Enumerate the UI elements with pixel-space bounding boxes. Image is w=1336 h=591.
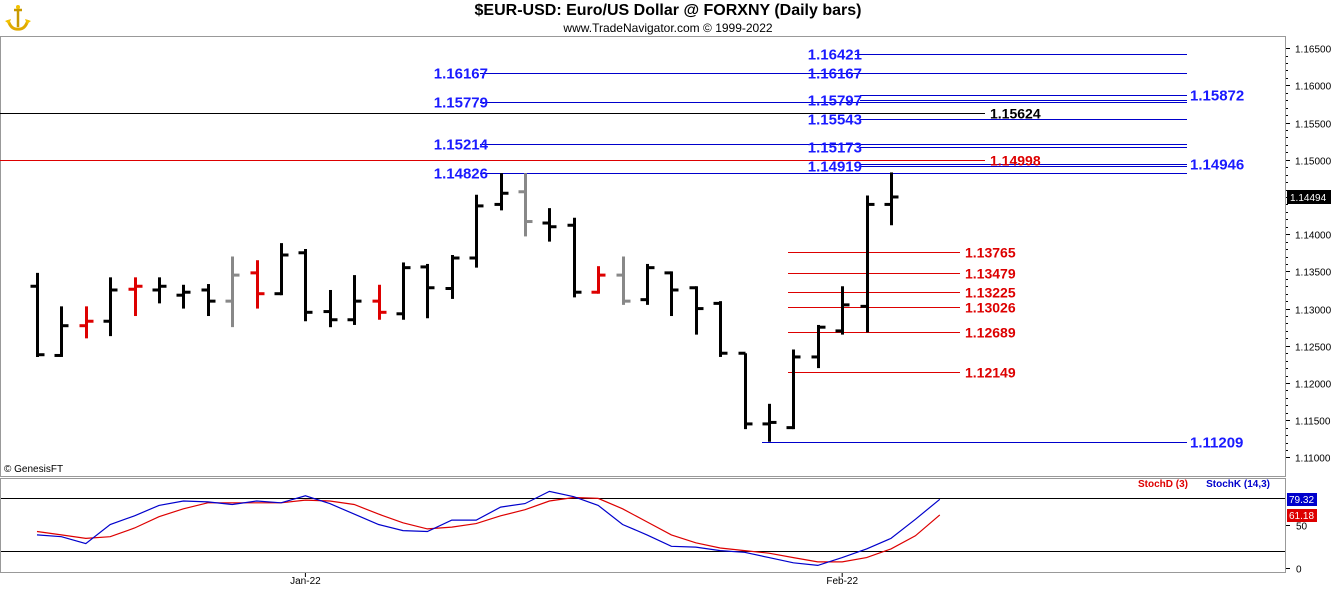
ohlc-bar bbox=[762, 403, 777, 442]
ohlc-bar bbox=[372, 284, 387, 320]
stochd-last-box bbox=[1287, 509, 1317, 522]
ohlc-bar bbox=[323, 289, 338, 328]
ohlc-bar bbox=[786, 349, 801, 430]
watermark: © GenesisFT bbox=[4, 464, 63, 475]
ohlc-bar bbox=[567, 217, 582, 298]
level-label-1.14919: 1.14919 bbox=[808, 159, 862, 176]
stochastic-panel: StochD (3) StochK (14,3) 50 0 79.32 61.18 bbox=[1, 479, 1317, 576]
level-label-1.11209: 1.11209 bbox=[1190, 435, 1243, 452]
chart-title: $EUR-USD: Euro/US Dollar @ FORXNY (Daily… bbox=[474, 2, 862, 19]
ohlc-bar bbox=[445, 255, 460, 299]
level-label-1.15872: 1.15872 bbox=[1190, 88, 1244, 105]
price-tick-label: 1.15000 bbox=[1295, 157, 1332, 168]
level-label-1.15624: 1.15624 bbox=[990, 106, 1041, 122]
level-label-1.12149: 1.12149 bbox=[965, 365, 1016, 381]
ohlc-bar bbox=[640, 263, 655, 305]
price-tick-label: 1.11500 bbox=[1295, 417, 1331, 428]
level-label-1.12689: 1.12689 bbox=[965, 325, 1016, 341]
ohlc-bar bbox=[616, 256, 631, 305]
level-label-1.14826: 1.14826 bbox=[434, 166, 488, 183]
ohlc-bar bbox=[420, 263, 435, 319]
ohlc-bar bbox=[494, 173, 509, 211]
ohlc-bar bbox=[396, 262, 411, 320]
price-tick-label: 1.16000 bbox=[1295, 82, 1332, 93]
ohlc-bar bbox=[54, 306, 69, 357]
level-label-1.14998: 1.14998 bbox=[990, 153, 1041, 169]
legend-stochd: StochD (3) bbox=[1138, 479, 1188, 490]
stoch-series-d bbox=[36, 496, 941, 563]
price-level-lines bbox=[0, 54, 1187, 443]
ohlc-bar bbox=[128, 277, 143, 317]
ohlc-bar bbox=[347, 275, 362, 325]
ohlc-bar bbox=[518, 173, 533, 237]
chart-header: $EUR-USD: Euro/US Dollar @ FORXNY (Daily… bbox=[0, 0, 1336, 36]
ohlc-bar bbox=[738, 351, 753, 430]
level-label-1.13026: 1.13026 bbox=[965, 300, 1016, 316]
stochk-last-label: 79.32 bbox=[1289, 495, 1314, 506]
ohlc-bars bbox=[30, 172, 899, 442]
level-label-1.13479: 1.13479 bbox=[965, 266, 1016, 282]
ohlc-bar bbox=[201, 284, 216, 317]
price-tick-label: 1.11000 bbox=[1295, 454, 1331, 465]
chart-subtitle: www.TradeNavigator.com © 1999-2022 bbox=[563, 21, 773, 35]
stochk-last-box bbox=[1287, 493, 1317, 506]
ohlc-bar bbox=[884, 172, 899, 226]
ohlc-bar bbox=[176, 284, 191, 309]
ohlc-bar bbox=[811, 324, 826, 369]
stochastic-panel-frame bbox=[0, 478, 1286, 573]
ohlc-bar bbox=[469, 194, 484, 268]
ohlc-bar bbox=[591, 266, 606, 294]
ohlc-bar bbox=[30, 272, 45, 357]
level-label-1.15173: 1.15173 bbox=[808, 140, 862, 157]
level-label-1.15214: 1.15214 bbox=[434, 137, 489, 154]
ohlc-bar bbox=[664, 271, 679, 317]
price-tick-label: 1.13000 bbox=[1295, 306, 1332, 317]
ohlc-bar bbox=[225, 256, 240, 328]
level-label-1.16167: 1.16167 bbox=[808, 66, 862, 83]
stoch-tick-label: 50 bbox=[1296, 522, 1308, 533]
price-tick-label: 1.14000 bbox=[1295, 231, 1332, 242]
ohlc-bar bbox=[835, 286, 850, 335]
ohlc-bar bbox=[79, 306, 94, 339]
price-tick-label: 1.12500 bbox=[1295, 343, 1332, 354]
ohlc-bar bbox=[542, 208, 557, 242]
last-price-label: 1.14494 bbox=[1290, 193, 1327, 204]
ohlc-bar bbox=[152, 277, 167, 304]
level-label-1.13225: 1.13225 bbox=[965, 285, 1016, 301]
price-tick-label: 1.12000 bbox=[1295, 380, 1332, 391]
price-axis: 1.165001.160001.155001.150001.145001.140… bbox=[1286, 45, 1332, 465]
price-panel-frame bbox=[0, 36, 1286, 477]
ohlc-bar bbox=[298, 249, 313, 322]
last-price-box bbox=[1287, 190, 1331, 204]
ohlc-bar bbox=[689, 286, 704, 335]
level-label-1.14946: 1.14946 bbox=[1190, 157, 1244, 174]
ohlc-bar bbox=[860, 195, 875, 333]
level-label-1.13765: 1.13765 bbox=[965, 245, 1016, 261]
price-tick-label: 1.13500 bbox=[1295, 268, 1332, 279]
price-tick-label: 1.15500 bbox=[1295, 120, 1332, 131]
ohlc-bar bbox=[103, 277, 118, 337]
price-tick-label: 1.16500 bbox=[1295, 45, 1332, 56]
time-axis: Jan-22 Feb-22 bbox=[290, 573, 858, 587]
chart-area: 1.16421 1.16167 1.16167 1.15872 1.15797 1.157… bbox=[0, 36, 1332, 587]
time-tick-label: Jan-22 bbox=[290, 576, 321, 587]
stoch-tick-label: 0 bbox=[1296, 565, 1302, 576]
price-level-labels: 1.16421 1.16167 1.16167 1.15872 1.15797 1.157… bbox=[434, 47, 1244, 452]
level-label-1.15797: 1.15797 bbox=[808, 93, 862, 110]
level-label-1.16167: 1.16167 bbox=[434, 66, 488, 83]
level-label-1.15543: 1.15543 bbox=[808, 112, 862, 129]
ohlc-bar bbox=[274, 243, 289, 296]
stoch-series-k bbox=[36, 490, 941, 567]
legend-stochk: StochK (14,3) bbox=[1206, 479, 1270, 490]
time-tick-label: Feb-22 bbox=[826, 576, 858, 587]
ohlc-bar bbox=[250, 260, 265, 309]
stochd-last-label: 61.18 bbox=[1289, 511, 1314, 522]
trade-navigator-logo bbox=[3, 3, 33, 33]
level-label-1.15779: 1.15779 bbox=[434, 95, 488, 112]
level-label-1.16421: 1.16421 bbox=[808, 47, 862, 64]
ohlc-bar bbox=[713, 301, 728, 357]
